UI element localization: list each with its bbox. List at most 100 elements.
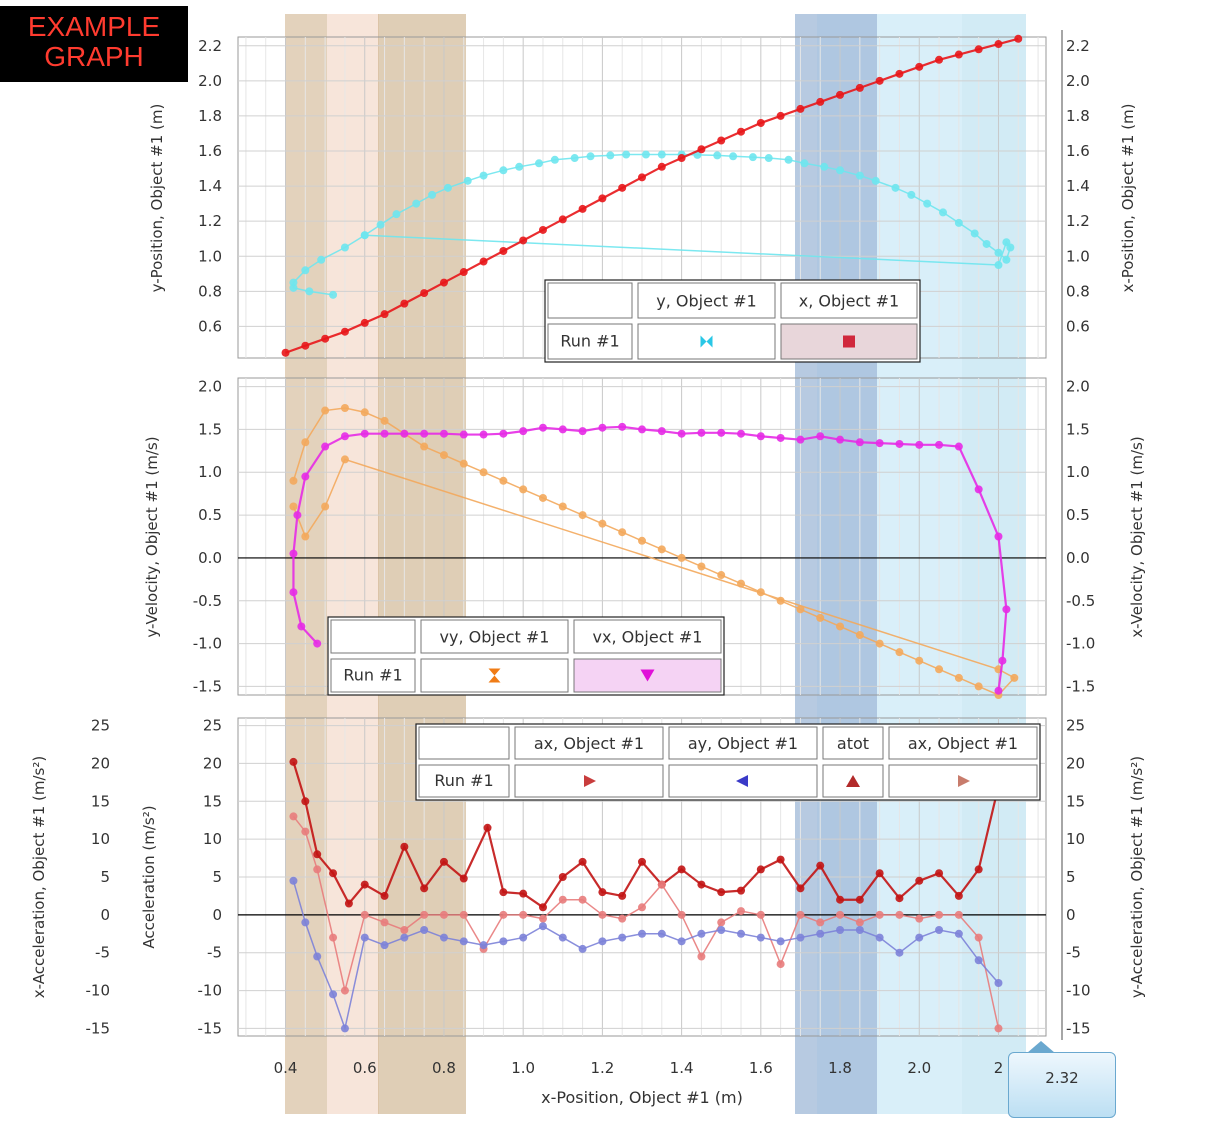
y-tick-label-left: 10	[203, 830, 222, 848]
data-point	[994, 248, 1003, 257]
data-point	[293, 511, 302, 520]
data-point	[954, 218, 963, 227]
data-point	[836, 895, 845, 904]
data-point	[360, 408, 369, 417]
data-point	[994, 532, 1003, 541]
data-point	[360, 933, 369, 942]
data-point	[756, 588, 765, 597]
data-point	[598, 194, 607, 203]
legend-run-label: Run #1	[343, 666, 402, 685]
y-tick-label-right: 25	[1066, 717, 1085, 735]
data-point	[994, 1024, 1003, 1033]
data-point	[321, 442, 330, 451]
y-tick-label-right: 15	[1066, 792, 1085, 810]
data-point	[586, 152, 595, 161]
data-point	[289, 588, 298, 597]
data-point	[317, 255, 326, 264]
data-point	[380, 891, 389, 900]
data-point	[459, 268, 468, 277]
data-point	[289, 278, 298, 287]
data-point	[479, 468, 488, 477]
triangle-down-magenta-icon	[640, 669, 655, 682]
data-point	[301, 438, 310, 447]
y-tick-label-right: 2.0	[1066, 378, 1090, 396]
data-point	[360, 318, 369, 327]
example-graph-badge: EXAMPLE GRAPH	[0, 6, 188, 82]
data-point	[340, 455, 349, 464]
y-tick-label-right: -5	[1066, 944, 1081, 962]
legend-cell	[418, 764, 510, 798]
data-point	[697, 929, 706, 938]
data-point	[578, 895, 587, 904]
data-point	[578, 427, 587, 436]
data-point	[713, 151, 722, 160]
bg-band	[795, 14, 817, 1114]
data-point	[301, 827, 310, 836]
y-tick-label-left-outer: -10	[86, 982, 111, 1000]
data-point	[855, 631, 864, 640]
data-point	[479, 257, 488, 266]
data-point	[1010, 673, 1019, 682]
y-tick-label-right: 0.5	[1066, 506, 1090, 524]
data-point	[677, 937, 686, 946]
data-point	[638, 929, 646, 938]
data-point	[439, 451, 448, 460]
data-point	[836, 910, 845, 919]
data-point	[717, 571, 726, 580]
data-point	[954, 673, 963, 682]
data-point	[618, 933, 627, 942]
data-point	[776, 960, 785, 969]
data-point	[515, 162, 524, 171]
y-tick-label-right: -0.5	[1066, 592, 1095, 610]
data-point	[935, 55, 944, 64]
data-point	[618, 891, 627, 900]
cursor-readout: 2.32	[1008, 1041, 1116, 1118]
data-point	[400, 299, 409, 308]
data-point	[459, 910, 468, 919]
data-point	[638, 536, 646, 545]
data-point	[796, 884, 805, 893]
data-point	[538, 423, 547, 432]
legend-header: ax, Object #1	[908, 734, 1018, 753]
data-point	[895, 648, 904, 657]
data-point	[796, 933, 805, 942]
data-point	[776, 111, 785, 120]
y-tick-label-left-outer: 5	[100, 868, 110, 886]
bg-band	[285, 14, 327, 1114]
data-point	[459, 430, 468, 439]
data-point	[776, 937, 785, 946]
data-point	[638, 857, 646, 866]
y-tick-label-right: 20	[1066, 754, 1085, 772]
data-point	[994, 261, 1003, 270]
data-point	[400, 933, 409, 942]
data-point	[519, 236, 528, 245]
data-point	[820, 162, 829, 171]
data-point	[622, 150, 631, 159]
y-tick-label-left: 2.0	[198, 72, 222, 90]
y-tick-label-left: 1.2	[198, 212, 222, 230]
y-tick-label-left-outer: 25	[91, 717, 110, 735]
x-tick-label: 0.4	[274, 1059, 298, 1077]
triangle-up-red-icon	[846, 775, 860, 787]
legend-cell	[547, 282, 633, 319]
data-point	[756, 432, 765, 441]
y-tick-label-right: -10	[1066, 982, 1091, 1000]
data-point	[974, 933, 983, 942]
data-point	[970, 229, 979, 238]
legend-cell	[547, 323, 633, 360]
y-tick-label-left-outer: 0	[100, 906, 110, 924]
y-tick-label-right: 5	[1066, 868, 1076, 886]
y-tick-label-right: 1.8	[1066, 107, 1090, 125]
bowtie-cyan-icon	[700, 335, 713, 348]
data-point	[420, 926, 429, 934]
y-tick-label-left: 25	[203, 717, 222, 735]
data-point	[935, 665, 944, 674]
data-point	[677, 910, 686, 919]
data-point	[737, 127, 746, 136]
data-point	[340, 432, 349, 441]
legend-acceleration: Run #1 ax, Object #1 ay, Object #1 atot ax, …	[415, 723, 1041, 801]
triangle-right-red-icon	[958, 775, 970, 787]
x-tick-label: 0.8	[432, 1059, 456, 1077]
y-tick-label-right: 10	[1066, 830, 1085, 848]
data-point	[915, 914, 924, 923]
